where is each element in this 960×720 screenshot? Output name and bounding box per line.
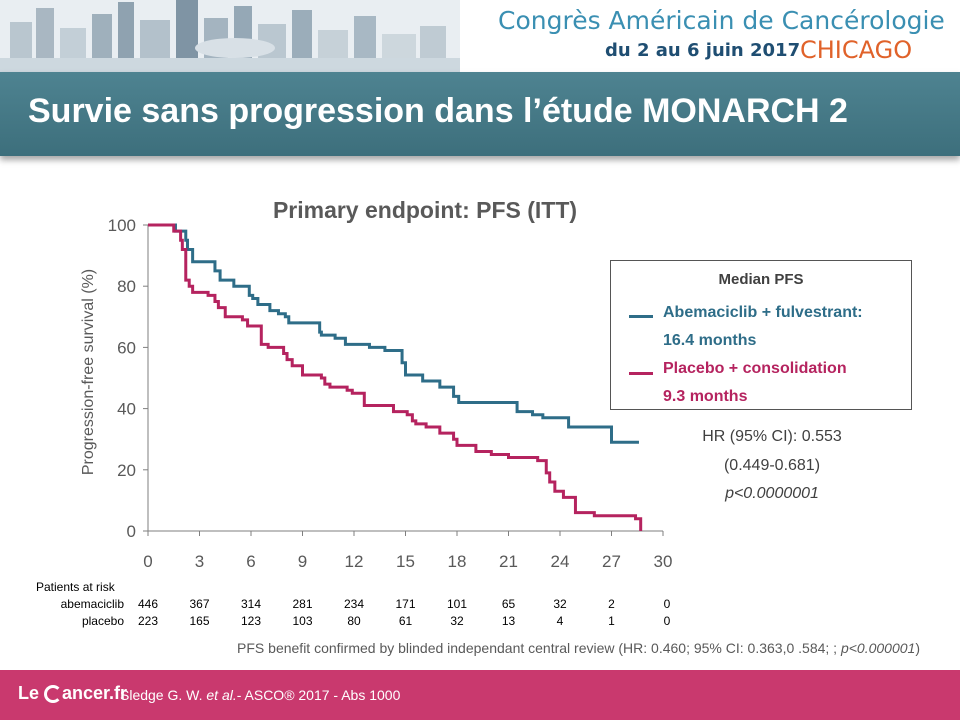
at-risk-value: 1 xyxy=(608,614,615,628)
at-risk-value: 103 xyxy=(292,614,312,628)
series-layer xyxy=(148,223,643,531)
footnote: PFS benefit confirmed by blinded indepen… xyxy=(0,640,920,656)
legend: Median PFS Abemaciclib + fulvestrant: 16… xyxy=(610,260,912,410)
logo-suffix: ancer.fr xyxy=(62,683,128,703)
x-tick-label: 6 xyxy=(246,552,255,571)
x-tick-label: 9 xyxy=(298,552,307,571)
at-risk-value: 223 xyxy=(138,614,158,628)
series-line-abemaciclib xyxy=(148,223,639,444)
at-risk-value: 32 xyxy=(553,597,567,611)
legend-placebo-median: 9.3 months xyxy=(663,388,748,405)
footnote-text: PFS benefit confirmed by blinded indepen… xyxy=(237,640,841,656)
at-risk-row-name: placebo xyxy=(82,614,124,628)
at-risk-value: 314 xyxy=(241,597,261,611)
x-tick-label: 30 xyxy=(654,552,673,571)
at-risk-value: 0 xyxy=(664,597,671,611)
conference-dates: du 2 au 6 juin 2017 xyxy=(605,40,801,61)
legend-title: Median PFS xyxy=(718,271,804,288)
x-tick-label: 21 xyxy=(499,552,518,571)
legend-abemaciclib-median: 16.4 months xyxy=(663,332,757,349)
at-risk-value: 281 xyxy=(292,597,312,611)
at-risk-value: 165 xyxy=(189,614,209,628)
at-risk-value: 171 xyxy=(395,597,415,611)
hazard-ratio: HR (95% CI): 0.553 xyxy=(702,428,842,445)
conference-name: Congrès Américain de Cancérologie xyxy=(498,6,945,35)
legend-swatch-abemaciclib xyxy=(629,315,653,318)
at-risk-value: 13 xyxy=(502,614,516,628)
legend-label-abemaciclib: Abemaciclib + fulvestrant: 16.4 months xyxy=(663,299,863,355)
hazard-ratio-ci: (0.449-0.681) xyxy=(723,457,821,474)
at-risk-heading: Patients at risk xyxy=(36,580,116,594)
chart-title: Primary endpoint: PFS (ITT) xyxy=(273,197,577,223)
x-tick-label: 24 xyxy=(551,552,570,571)
at-risk-value: 80 xyxy=(347,614,361,628)
y-tick-label: 20 xyxy=(117,461,136,480)
at-risk-value: 446 xyxy=(138,597,158,611)
at-risk-value: 32 xyxy=(450,614,464,628)
legend-swatch-placebo xyxy=(629,372,653,375)
conference-city: CHICAGO xyxy=(800,36,913,64)
y-tick-label: 0 xyxy=(127,522,136,541)
x-tick-label: 27 xyxy=(602,552,621,571)
legend-abemaciclib-line1: Abemaciclib + fulvestrant: xyxy=(663,304,863,321)
x-tick-label: 12 xyxy=(345,552,364,571)
y-tick-label: 80 xyxy=(117,277,136,296)
logo-c-icon xyxy=(44,685,63,703)
citation-etal: et al. xyxy=(206,687,237,703)
at-risk-value: 123 xyxy=(241,614,261,628)
x-tick-label: 15 xyxy=(396,552,415,571)
legend-label-placebo: Placebo + consolidation 9.3 months xyxy=(663,355,847,411)
x-tick-label: 18 xyxy=(448,552,467,571)
hazard-ratio-pvalue: p<0.0000001 xyxy=(725,485,819,502)
pfs-chart: Primary endpoint: PFS (ITT) Progression-… xyxy=(36,197,673,628)
lecancer-logo: Le ancer.fr xyxy=(18,683,127,704)
logo-prefix: Le xyxy=(18,683,45,703)
at-risk-value: 2 xyxy=(608,597,615,611)
footnote-close: ) xyxy=(915,640,920,656)
conference-banner: Congrès Américain de Cancérologie du 2 a… xyxy=(0,0,960,72)
legend-placebo-line1: Placebo + consolidation xyxy=(663,360,847,377)
y-axis-label: Progression-free survival (%) xyxy=(80,269,97,475)
patients-at-risk-table: Patients at risk abemaciclib 446 367 314 281 2… xyxy=(36,580,671,628)
citation: Sledge G. W. et al.- ASCO® 2017 - Abs 10… xyxy=(120,687,400,703)
at-risk-value: 367 xyxy=(189,597,209,611)
title-bar: Survie sans progression dans l’étude MON… xyxy=(0,72,960,156)
at-risk-value: 65 xyxy=(502,597,516,611)
at-risk-value: 4 xyxy=(557,614,564,628)
citation-authors: Sledge G. W. xyxy=(120,687,207,703)
axes: 0 20 40 60 80 100 0 3 6 9 12 15 18 21 24 27 30 xyxy=(108,216,673,571)
at-risk-value: 61 xyxy=(399,614,413,628)
at-risk-value: 0 xyxy=(664,614,671,628)
citation-source: - ASCO® 2017 - Abs 1000 xyxy=(236,687,401,703)
x-tick-label: 3 xyxy=(195,552,204,571)
chicago-skyline-image xyxy=(0,0,460,72)
footer-bar: Le ancer.fr Sledge G. W. et al.- ASCO® 2… xyxy=(0,670,960,720)
at-risk-value: 101 xyxy=(447,597,467,611)
y-tick-label: 40 xyxy=(117,400,136,419)
x-tick-label: 0 xyxy=(143,552,152,571)
y-tick-label: 100 xyxy=(108,216,136,235)
y-tick-label: 60 xyxy=(117,338,136,357)
at-risk-value: 234 xyxy=(344,597,364,611)
slide-title: Survie sans progression dans l’étude MON… xyxy=(28,92,848,130)
footnote-pvalue: p<0.000001 xyxy=(840,640,916,656)
series-line-placebo xyxy=(148,223,643,531)
at-risk-row-name: abemaciclib xyxy=(61,597,125,611)
